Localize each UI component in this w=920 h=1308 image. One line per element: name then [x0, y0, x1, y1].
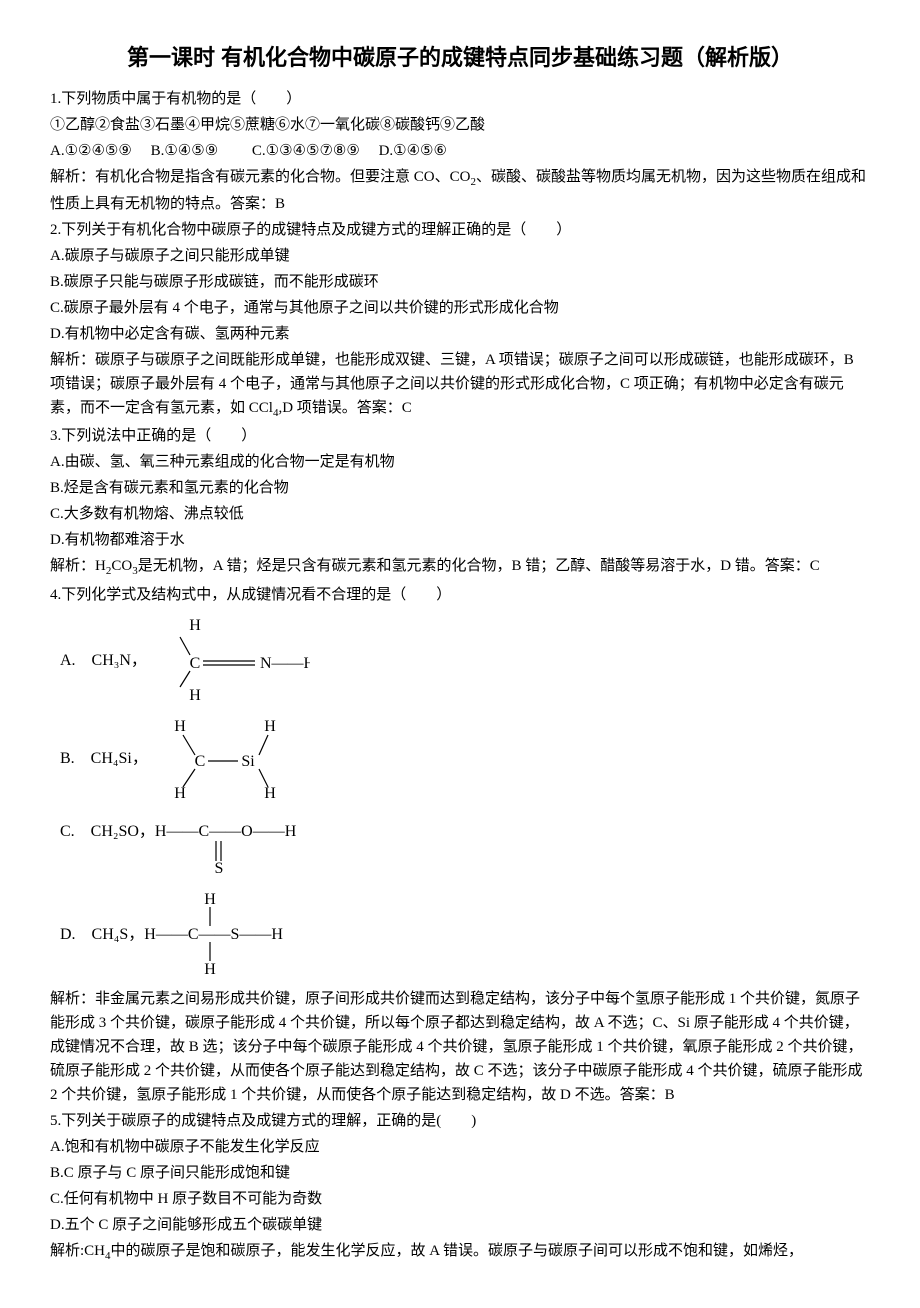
- q3-optA: A.由碳、氢、氧三种元素组成的化合物一定是有机物: [50, 450, 870, 474]
- svg-text:C: C: [190, 655, 201, 672]
- svg-text:H: H: [189, 687, 201, 704]
- q1-optB: B.①④⑤⑨: [151, 143, 219, 159]
- q3-exp-mid: CO: [111, 558, 132, 574]
- page-title: 第一课时 有机化合物中碳原子的成键特点同步基础练习题（解析版）: [50, 40, 870, 75]
- q5-exp-post: 中的碳原子是饱和碳原子，能发生化学反应，故 A 错误。碳原子与碳原子间可以形成不…: [111, 1243, 804, 1259]
- q1-optA: A.①②④⑤⑨: [50, 143, 132, 159]
- q4-explanation: 解析：非金属元素之间易形成共价键，原子间形成共价键而达到稳定结构，该分子中每个氢…: [50, 987, 870, 1107]
- q5-optC: C.任何有机物中 H 原子数目不可能为奇数: [50, 1187, 870, 1211]
- svg-text:H: H: [264, 785, 276, 802]
- diagD-label: D. CH₄S，H——C——S——H: [60, 926, 283, 943]
- svg-text:H: H: [174, 785, 186, 802]
- svg-text:H: H: [204, 891, 216, 908]
- q3-explanation: 解析：H2CO3是无机物，A 错；烃是只含有碳元素和氢元素的化合物，B 错；乙醇…: [50, 554, 870, 581]
- q5-optD: D.五个 C 原子之间能够形成五个碳碳单键: [50, 1213, 870, 1237]
- q5-exp-pre: 解析:CH: [50, 1243, 105, 1259]
- diagA-label: A. CH₃N，: [60, 652, 147, 669]
- svg-text:H: H: [264, 718, 276, 735]
- q2-optC: C.碳原子最外层有 4 个电子，通常与其他原子之间以共价键的形式形成化合物: [50, 296, 870, 320]
- q5-stem: 5.下列关于碳原子的成键特点及成键方式的理解，正确的是( ): [50, 1109, 870, 1133]
- q1-items: ①乙醇②食盐③石墨④甲烷⑤蔗糖⑥水⑦一氧化碳⑧碳酸钙⑨乙酸: [50, 113, 870, 137]
- q3-optB: B.烃是含有碳元素和氢元素的化合物: [50, 476, 870, 500]
- q2-exp-post: ,D 项错误。答案：C: [278, 400, 411, 416]
- q2-optB: B.碳原子只能与碳原子形成碳链，而不能形成碳环: [50, 270, 870, 294]
- q2-explanation: 解析：碳原子与碳原子之间既能形成单键，也能形成双键、三键，A 项错误；碳原子之间…: [50, 348, 870, 423]
- q2-stem: 2.下列关于有机化合物中碳原子的成键特点及成键方式的理解正确的是（ ）: [50, 218, 870, 242]
- diagC-label: C. CH₂SO，H——C——O——H: [60, 823, 297, 840]
- q1-optC: C.①③④⑤⑦⑧⑨: [252, 143, 360, 159]
- svg-text:S: S: [215, 860, 224, 877]
- q2-exp-pre: 解析：碳原子与碳原子之间既能形成单键，也能形成双键、三键，A 项错误；碳原子之间…: [50, 352, 854, 416]
- q2-optA: A.碳原子与碳原子之间只能形成单键: [50, 244, 870, 268]
- q1-optD: D.①④⑤⑥: [379, 143, 447, 159]
- q4-diagram-b: B. CH₄Si， H H C Si H H: [50, 713, 870, 803]
- svg-text:C: C: [195, 753, 206, 770]
- svg-text:Si: Si: [241, 753, 255, 770]
- diagB-label: B. CH₄Si，: [60, 750, 148, 767]
- q4-diagram-a: A. CH₃N， H H C N——H: [50, 615, 870, 705]
- q1-options: A.①②④⑤⑨ B.①④⑤⑨ C.①③④⑤⑦⑧⑨ D.①④⑤⑥: [50, 139, 870, 163]
- q4-diagram-d: D. CH₄S，H——C——S——H H H: [50, 889, 870, 979]
- q3-optD: D.有机物都难溶于水: [50, 528, 870, 552]
- svg-text:H: H: [189, 617, 201, 634]
- q2-optD: D.有机物中必定含有碳、氢两种元素: [50, 322, 870, 346]
- q3-optC: C.大多数有机物熔、沸点较低: [50, 502, 870, 526]
- q1-exp-pre: 解析：有机化合物是指含有碳元素的化合物。但要注意 CO、CO: [50, 169, 470, 185]
- q4-stem: 4.下列化学式及结构式中，从成键情况看不合理的是（ ）: [50, 583, 870, 607]
- q3-exp-pre: 解析：H: [50, 558, 106, 574]
- q1-explanation: 解析：有机化合物是指含有碳元素的化合物。但要注意 CO、CO2、碳酸、碳酸盐等物…: [50, 165, 870, 216]
- q4-diagram-c: C. CH₂SO，H——C——O——H S: [50, 811, 870, 881]
- svg-text:N——H: N——H: [260, 655, 310, 672]
- q5-optB: B.C 原子与 C 原子间只能形成饱和键: [50, 1161, 870, 1185]
- q3-stem: 3.下列说法中正确的是（ ）: [50, 424, 870, 448]
- svg-text:H: H: [204, 961, 216, 978]
- q1-stem: 1.下列物质中属于有机物的是（ ）: [50, 87, 870, 111]
- q5-explanation: 解析:CH4中的碳原子是饱和碳原子，能发生化学反应，故 A 错误。碳原子与碳原子…: [50, 1239, 870, 1266]
- q3-exp-post: 是无机物，A 错；烃是只含有碳元素和氢元素的化合物，B 错；乙醇、醋酸等易溶于水…: [138, 558, 820, 574]
- q5-optA: A.饱和有机物中碳原子不能发生化学反应: [50, 1135, 870, 1159]
- svg-text:H: H: [174, 718, 186, 735]
